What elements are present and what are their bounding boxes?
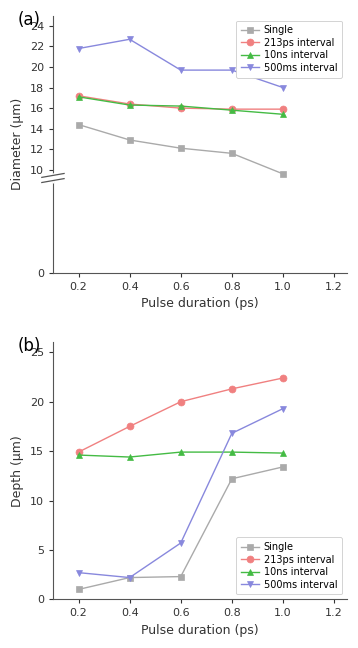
Single bbox=[76, 586, 81, 594]
10ns interval bbox=[127, 453, 132, 461]
213ps interval bbox=[230, 105, 234, 113]
Line: 213ps interval: 213ps interval bbox=[75, 92, 286, 113]
Line: 500ms interval: 500ms interval bbox=[75, 405, 286, 581]
Y-axis label: Diameter (μm): Diameter (μm) bbox=[11, 98, 24, 191]
213ps interval bbox=[127, 422, 132, 430]
500ms interval bbox=[179, 539, 183, 547]
Line: 10ns interval: 10ns interval bbox=[75, 448, 286, 461]
10ns interval bbox=[281, 110, 285, 118]
Line: 500ms interval: 500ms interval bbox=[75, 36, 286, 91]
500ms interval bbox=[230, 430, 234, 437]
500ms interval bbox=[76, 45, 81, 52]
213ps interval bbox=[127, 100, 132, 108]
Single bbox=[281, 463, 285, 471]
10ns interval bbox=[230, 448, 234, 456]
Line: Single: Single bbox=[75, 463, 286, 593]
Single bbox=[281, 170, 285, 178]
Y-axis label: Depth (μm): Depth (μm) bbox=[11, 435, 24, 507]
Text: (b): (b) bbox=[18, 338, 41, 355]
Line: 10ns interval: 10ns interval bbox=[75, 93, 286, 118]
Single bbox=[179, 145, 183, 152]
Text: (a): (a) bbox=[18, 10, 41, 29]
213ps interval bbox=[179, 398, 183, 406]
10ns interval bbox=[127, 101, 132, 109]
X-axis label: Pulse duration (ps): Pulse duration (ps) bbox=[141, 297, 259, 310]
10ns interval bbox=[230, 106, 234, 114]
500ms interval bbox=[179, 66, 183, 74]
213ps interval bbox=[76, 448, 81, 456]
213ps interval bbox=[76, 92, 81, 100]
Single bbox=[230, 475, 234, 483]
500ms interval bbox=[127, 573, 132, 581]
10ns interval bbox=[179, 448, 183, 456]
Line: Single: Single bbox=[75, 121, 286, 178]
500ms interval bbox=[76, 569, 81, 577]
10ns interval bbox=[76, 93, 81, 100]
500ms interval bbox=[281, 84, 285, 91]
Single bbox=[127, 573, 132, 581]
213ps interval bbox=[281, 374, 285, 382]
10ns interval bbox=[179, 102, 183, 110]
10ns interval bbox=[281, 449, 285, 457]
Single bbox=[230, 150, 234, 157]
X-axis label: Pulse duration (ps): Pulse duration (ps) bbox=[141, 624, 259, 637]
213ps interval bbox=[281, 105, 285, 113]
213ps interval bbox=[179, 104, 183, 112]
Single bbox=[179, 573, 183, 581]
Legend: Single, 213ps interval, 10ns interval, 500ms interval: Single, 213ps interval, 10ns interval, 5… bbox=[236, 21, 342, 78]
Single bbox=[76, 121, 81, 128]
Legend: Single, 213ps interval, 10ns interval, 500ms interval: Single, 213ps interval, 10ns interval, 5… bbox=[236, 537, 342, 594]
10ns interval bbox=[76, 451, 81, 459]
500ms interval bbox=[127, 36, 132, 43]
213ps interval bbox=[230, 385, 234, 393]
500ms interval bbox=[230, 66, 234, 74]
Single bbox=[127, 136, 132, 144]
Line: 213ps interval: 213ps interval bbox=[75, 375, 286, 456]
500ms interval bbox=[281, 405, 285, 413]
